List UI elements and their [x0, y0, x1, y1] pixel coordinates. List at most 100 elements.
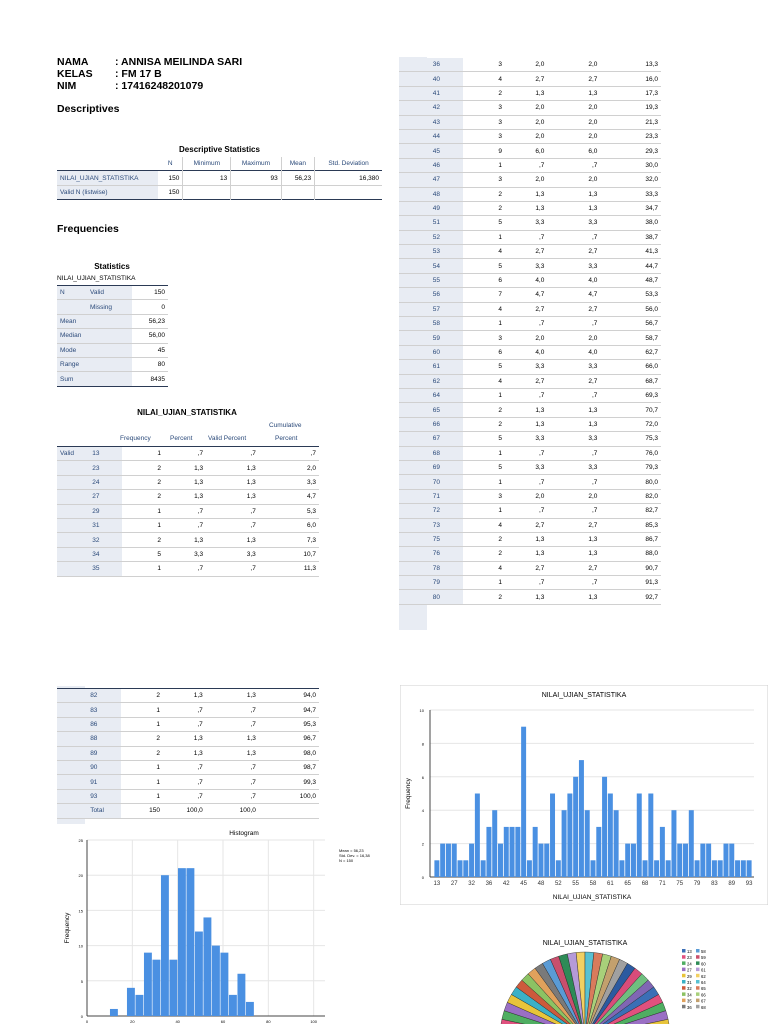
bar — [463, 860, 469, 877]
valid-label — [57, 702, 88, 718]
cell: 4,0 — [547, 273, 601, 289]
table-row: 75 2 1,3 1,3 86,7 — [399, 532, 661, 548]
valid-label — [399, 187, 430, 202]
cell: 1,3 — [163, 688, 206, 704]
valid-label — [57, 717, 88, 733]
bar — [509, 826, 515, 877]
table-row: 78 4 2,7 2,7 90,7 — [399, 561, 661, 577]
cell: 38,0 — [600, 215, 661, 231]
cell: 1 — [463, 158, 505, 174]
cell: 62,7 — [600, 345, 661, 361]
cell: 1,3 — [547, 402, 601, 418]
legend-swatch — [682, 961, 686, 965]
cell: 3,3 — [504, 215, 548, 231]
y-tick-label: 2 — [422, 842, 425, 847]
valid-label — [399, 330, 430, 346]
value-label: 76 — [429, 546, 464, 562]
cell: 3,3 — [258, 475, 319, 491]
value-label: 59 — [429, 330, 464, 346]
cell: 2,0 — [504, 172, 548, 188]
valid-label — [399, 474, 430, 490]
valid-label — [399, 258, 430, 274]
legend-label: 68 — [701, 1005, 706, 1010]
cell: 1 — [463, 388, 505, 404]
bar — [457, 860, 463, 877]
table-row: 93 1,7,7 100,0 — [57, 789, 319, 805]
sum-label: Sum — [57, 371, 133, 387]
cell: 94,7 — [258, 702, 319, 718]
value-label: 48 — [429, 187, 464, 202]
cell: 2 — [463, 402, 505, 418]
valid-label — [399, 345, 430, 361]
freq-table-title: NILAI_UJIAN_STATISTIKA — [137, 408, 237, 417]
median-label: Median — [57, 328, 133, 344]
cell: ,7 — [163, 518, 207, 534]
valid-label — [399, 302, 430, 318]
cell: 1,3 — [504, 201, 548, 217]
cell: 4 — [463, 302, 505, 318]
range-label: Range — [57, 357, 133, 373]
y-tick-label: 25 — [79, 838, 84, 843]
value-label: 36 — [429, 58, 464, 73]
bar — [555, 860, 561, 877]
mean-label: Mean — [57, 314, 133, 330]
cell: 1,3 — [504, 86, 548, 102]
x-tick-label: 100 — [310, 1019, 317, 1024]
cell: 2 — [463, 201, 505, 217]
col-mean: Mean — [281, 157, 316, 171]
x-tick-label: 32 — [468, 881, 475, 887]
cell: 1,3 — [504, 589, 548, 605]
chart-title: NILAI_UJIAN_STATISTIKA — [542, 692, 627, 699]
cell: 90,7 — [600, 561, 661, 577]
cell: 150 — [158, 185, 184, 200]
cell: 1,3 — [163, 731, 206, 747]
legend-label: 13 — [687, 949, 692, 954]
bar — [451, 843, 457, 877]
bar — [521, 726, 527, 877]
legend-label: 62 — [701, 974, 706, 979]
cell: ,7 — [547, 474, 601, 490]
cell: 3,3 — [547, 359, 601, 375]
x-tick-label: 13 — [434, 881, 441, 887]
cell: 2 — [463, 589, 505, 605]
value-label: 13 — [89, 446, 123, 462]
bar — [596, 826, 602, 877]
cell: 1,3 — [163, 460, 207, 476]
x-tick-label: 27 — [451, 881, 458, 887]
bar — [526, 860, 532, 877]
bar — [515, 826, 521, 877]
cell: ,7 — [205, 774, 259, 790]
descriptives-heading: Descriptives — [57, 103, 120, 115]
table-row: 27 2 1,3 1,3 4,7 — [57, 489, 319, 505]
bar — [654, 860, 660, 877]
valid-label — [399, 215, 430, 231]
cell: 29,3 — [600, 143, 661, 159]
table-row: 68 1,7,7 76,0 — [399, 446, 661, 461]
valid-label — [57, 475, 90, 491]
cell: 79,3 — [600, 460, 661, 476]
cell: 1,3 — [504, 417, 548, 433]
cell: 3 — [463, 172, 505, 188]
value-label: 67 — [429, 431, 464, 447]
table-row: 88 2 1,3 1,3 96,7 — [57, 731, 319, 747]
mode-value: 45 — [132, 343, 168, 358]
table-row: 67 5 3,3 3,3 75,3 — [399, 431, 661, 447]
legend-swatch — [682, 967, 686, 972]
sum-value: 8435 — [150, 375, 165, 383]
statistics-variable: NILAI_UJIAN_STATISTIKA — [57, 275, 136, 282]
cell: 1,3 — [547, 532, 601, 548]
table-row: 31 1,7,7 6,0 — [57, 518, 319, 534]
value-label: 49 — [429, 201, 464, 217]
bar — [602, 776, 608, 877]
cell: ,7 — [206, 518, 259, 534]
cell: ,7 — [547, 230, 601, 246]
cell: 1,3 — [205, 746, 259, 761]
y-tick-label: 8 — [422, 741, 425, 746]
cell: 2,7 — [547, 561, 601, 577]
cell: 16,0 — [600, 71, 661, 87]
cell: 2,0 — [258, 460, 319, 476]
cell: 150 — [120, 803, 163, 819]
legend-label: 64 — [701, 980, 706, 985]
y-axis-label: Frequency — [64, 912, 71, 943]
value-label: 42 — [429, 100, 464, 116]
